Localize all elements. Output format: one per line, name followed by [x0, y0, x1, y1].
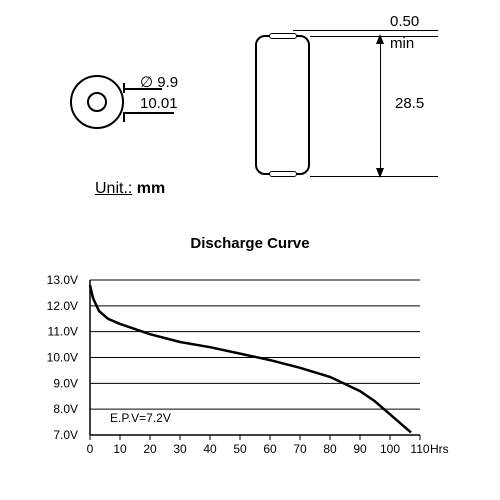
- svg-text:40: 40: [203, 442, 217, 456]
- svg-text:90: 90: [353, 442, 367, 456]
- svg-text:12.0V: 12.0V: [47, 299, 78, 313]
- arrow-down-icon: [374, 166, 386, 178]
- diameter-label: ∅ 9.9: [140, 73, 178, 91]
- unit-value: mm: [132, 180, 165, 197]
- svg-text:100: 100: [380, 442, 400, 456]
- dimensional-drawing: ∅ 9.9 10.01 0.50 min 28.5 Unit.: mm: [0, 20, 500, 220]
- arrow-up-icon: [374, 34, 386, 46]
- svg-text:0: 0: [87, 442, 94, 456]
- svg-text:8.0V: 8.0V: [53, 402, 78, 416]
- svg-text:50: 50: [233, 442, 247, 456]
- svg-text:10.0V: 10.0V: [47, 351, 78, 365]
- unit-label: Unit.: mm: [95, 180, 165, 198]
- end-view: [70, 75, 124, 129]
- body-height-label: 28.5: [395, 95, 424, 112]
- cap-height-unit: min: [390, 35, 414, 52]
- svg-text:9.0V: 9.0V: [53, 376, 78, 390]
- svg-text:80: 80: [323, 442, 337, 456]
- side-view: [255, 35, 310, 175]
- cap-height-label: 0.50: [390, 13, 419, 30]
- chart-title: Discharge Curve: [190, 235, 309, 252]
- svg-text:60: 60: [263, 442, 277, 456]
- chart-svg: 13.0V12.0V11.0V10.0V9.0V8.0V7.0V01020304…: [80, 275, 450, 475]
- svg-text:30: 30: [173, 442, 187, 456]
- diameter-alt-leader: [124, 112, 174, 114]
- cap-dim-extension-1: [293, 30, 438, 31]
- height-dim-line: [380, 36, 381, 176]
- svg-text:Hrs: Hrs: [430, 442, 449, 456]
- svg-text:10: 10: [113, 442, 127, 456]
- svg-text:13.0V: 13.0V: [47, 273, 78, 287]
- unit-prefix: Unit.:: [95, 180, 132, 197]
- battery-cap-top: [269, 33, 297, 39]
- svg-text:E.P.V=7.2V: E.P.V=7.2V: [110, 411, 171, 425]
- battery-body: [255, 35, 310, 175]
- diameter-alt-label: 10.01: [140, 95, 178, 112]
- discharge-chart: 13.0V12.0V11.0V10.0V9.0V8.0V7.0V01020304…: [80, 275, 450, 455]
- inner-terminal-circle: [87, 92, 107, 112]
- svg-text:7.0V: 7.0V: [53, 428, 78, 442]
- svg-text:11.0V: 11.0V: [48, 325, 78, 339]
- outer-diameter-circle: [70, 75, 124, 129]
- svg-text:20: 20: [143, 442, 157, 456]
- svg-text:70: 70: [293, 442, 307, 456]
- svg-text:110: 110: [410, 442, 429, 456]
- battery-cap-bottom: [269, 171, 297, 177]
